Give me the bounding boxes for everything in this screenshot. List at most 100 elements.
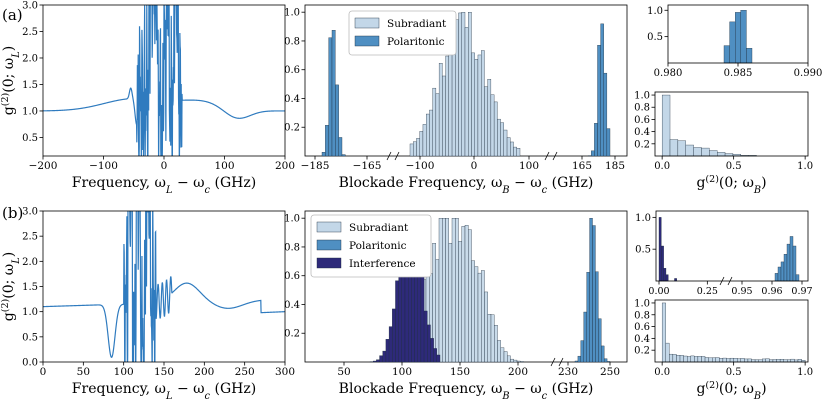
subradiant-bar [507, 355, 511, 363]
x-tick-label: 165 [572, 160, 592, 172]
subradiant-bar [445, 218, 449, 363]
subradiant-bar [503, 129, 508, 157]
x-tick-label: 200 [194, 366, 214, 378]
subradiant-bar [717, 152, 726, 157]
subradiant-bar [665, 342, 670, 363]
polaritonic-bar [603, 72, 608, 157]
x-tick-label: 1.0 [797, 367, 813, 378]
polaritonic-bar [594, 123, 598, 157]
subradiant-bar [747, 358, 752, 363]
interference-bar [388, 326, 393, 363]
subradiant-bar [779, 358, 784, 363]
subradiant-bar [438, 63, 443, 157]
y-axis-label: g(2)(0; ωL) [0, 46, 22, 115]
polaritonic-bar [746, 48, 753, 64]
spectrum-line [43, 211, 285, 362]
y-tick-label: 1.0 [22, 307, 38, 318]
interference-bar [658, 217, 662, 282]
x-axis-label: Blockade Frequency, ωB − ωc (GHz) [339, 175, 594, 196]
x-tick-label: 0 [40, 366, 47, 378]
subradiant-bar [729, 357, 734, 363]
subradiant-bar [445, 55, 449, 157]
x-axis-label: Frequency, ωL − ωc (GHz) [72, 175, 256, 196]
subradiant-bar [708, 357, 713, 363]
subradiant-bar [669, 353, 674, 363]
x-tick-label: 200 [275, 160, 295, 172]
legend-label: Subradiant [349, 222, 409, 234]
legend-swatch [316, 239, 342, 251]
polaritonic-bar [729, 21, 736, 64]
subradiant-bar [510, 141, 514, 157]
subradiant-bar [487, 314, 492, 363]
x-tick-label: 150 [450, 366, 470, 378]
y-tick-label: 0.8 [284, 36, 300, 47]
y-tick-label: 1.0 [634, 91, 650, 102]
legend-swatch [354, 35, 380, 47]
x-tick-label: 0.985 [724, 68, 753, 79]
interference-bar [395, 280, 399, 363]
polaritonic-bar [792, 245, 797, 282]
x-tick-label: 150 [154, 366, 174, 378]
subradiant-bar [461, 226, 466, 363]
polaritonic-bar [606, 128, 611, 157]
subradiant-bar [740, 358, 745, 363]
subradiant-bar [685, 144, 694, 157]
polaritonic-bar [321, 152, 326, 157]
subradiant-bar [494, 325, 498, 363]
axis-break-mark [719, 276, 725, 286]
subradiant-bar [661, 302, 666, 363]
x-tick-label: −100 [406, 160, 435, 172]
x-tick-label: 0.980 [654, 68, 683, 79]
subradiant-bar [737, 358, 741, 363]
interference-bar [433, 348, 437, 363]
polaritonic-bar [786, 243, 791, 282]
polaritonic-bar [735, 12, 741, 64]
interference-bar [373, 360, 377, 363]
subradiant-bar [744, 358, 749, 363]
axis-break-mark [558, 357, 564, 367]
polaritonic-bar [331, 30, 336, 157]
y-tick-label: 1.5 [22, 282, 38, 293]
y-tick-label: 0.0 [22, 358, 38, 369]
interference-bar [382, 350, 387, 363]
y-tick-label: 1.0 [22, 106, 38, 117]
x-axis-label: g(2)(0; ωB) [696, 174, 766, 196]
y-tick-label: 1.0 [634, 298, 650, 309]
axis-break-mark [386, 151, 392, 161]
subradiant-bar [676, 355, 681, 363]
subradiant-bar [448, 243, 453, 363]
polaritonic-bar [338, 137, 343, 157]
subradiant-bar [697, 356, 702, 363]
subradiant-bar [683, 355, 688, 363]
y-tick-label: 2.5 [22, 232, 38, 243]
x-tick-label: 0 [471, 160, 478, 172]
x-tick-label: −165 [353, 160, 382, 172]
polaritonic-bar [600, 23, 604, 157]
y-tick-label: 0.5 [647, 32, 663, 43]
subradiant-bar [669, 139, 679, 157]
polaritonic-bar [583, 311, 587, 363]
interference-bar [436, 354, 441, 363]
subradiant-bar [709, 150, 718, 157]
x-axis-label: g(2)(0; ωB) [696, 380, 766, 402]
subradiant-bar [471, 52, 475, 157]
x-tick-label: 100 [214, 160, 234, 172]
y-tick-label: 0.6 [634, 322, 650, 333]
axis-break-mark [544, 151, 550, 161]
x-tick-label: 100 [114, 366, 134, 378]
y-tick-label: 1.5 [22, 80, 38, 91]
subradiant-bar [712, 357, 716, 363]
axis-break-mark [394, 151, 400, 161]
subradiant-bar [419, 131, 424, 157]
y-axis-label: g(2)(0; ωL) [0, 252, 22, 321]
subradiant-bar [762, 358, 766, 363]
interference-bar [423, 310, 428, 363]
subradiant-bar [432, 87, 437, 157]
y-tick-label: 0.4 [634, 127, 650, 138]
interference-bar [385, 339, 390, 363]
subradiant-bar [471, 260, 475, 363]
x-tick-label: 0.00 [648, 286, 669, 297]
polaritonic-bar [577, 355, 582, 363]
x-axis-label: Blockade Frequency, ωB − ωc (GHz) [339, 381, 594, 402]
interference-bar [417, 268, 422, 363]
